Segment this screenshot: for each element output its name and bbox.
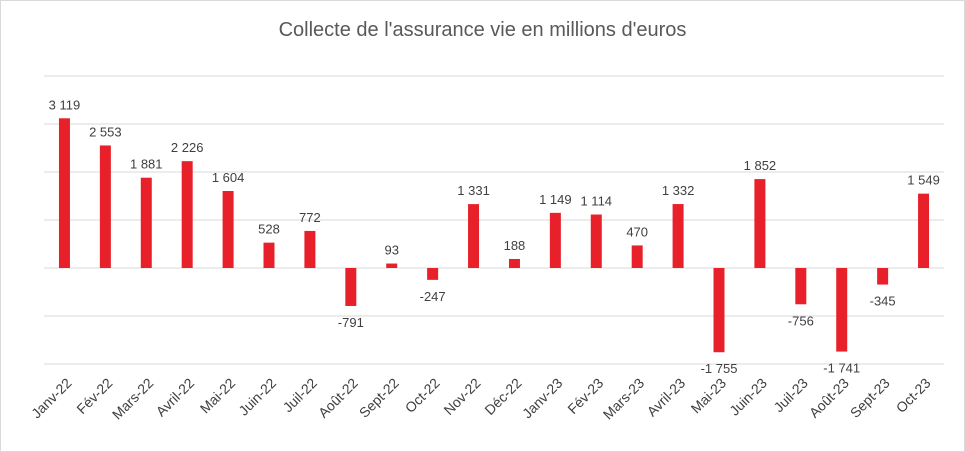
bar — [386, 263, 398, 268]
bar — [263, 242, 275, 268]
data-label: -345 — [870, 294, 896, 309]
bar — [877, 268, 889, 285]
bar — [99, 145, 111, 268]
data-label: 3 119 — [49, 97, 81, 112]
x-tick-label: Janv-22 — [28, 375, 75, 422]
data-label: 1 114 — [580, 194, 612, 209]
data-label: 1 604 — [212, 170, 245, 185]
x-tick-label: Sept-22 — [356, 375, 402, 421]
bar — [795, 268, 807, 305]
x-tick-label: Oct-22 — [402, 375, 443, 416]
bar — [508, 258, 520, 268]
x-tick-label: Mars-22 — [109, 375, 157, 423]
data-label: 1 149 — [539, 192, 572, 207]
data-label: 93 — [384, 243, 398, 258]
data-label: -756 — [788, 313, 814, 328]
bar — [427, 268, 439, 280]
x-tick-label: Août-22 — [315, 375, 361, 421]
x-tick-label: Oct-23 — [893, 375, 934, 416]
bar — [631, 245, 643, 268]
data-label: 2 553 — [89, 124, 122, 139]
data-label: -791 — [338, 315, 364, 330]
data-label: -1 755 — [701, 361, 738, 376]
data-label: 772 — [299, 210, 321, 225]
bar — [468, 204, 480, 268]
bar — [222, 191, 234, 268]
data-label: 1 549 — [907, 173, 940, 188]
bar — [58, 118, 70, 269]
data-label: 1 881 — [130, 157, 163, 172]
bar — [590, 214, 602, 268]
bar — [754, 179, 766, 268]
data-label: 2 226 — [171, 140, 204, 155]
x-tick-label: Juin-23 — [726, 375, 770, 419]
x-tick-label: Nov-22 — [440, 375, 483, 418]
bar — [181, 161, 193, 268]
x-tick-label: Sept-23 — [847, 375, 893, 421]
bar — [140, 177, 152, 268]
data-label: 470 — [626, 224, 648, 239]
data-label: 528 — [258, 222, 280, 237]
data-label: -1 741 — [823, 361, 860, 376]
bar — [918, 193, 930, 268]
x-tick-label: Avril-23 — [644, 375, 689, 420]
x-tick-label: Mars-23 — [600, 375, 648, 423]
x-tick-label: Juin-22 — [235, 375, 279, 419]
x-tick-label: Janv-23 — [519, 375, 566, 422]
chart-title: Collecte de l'assurance vie en millions … — [278, 19, 687, 41]
data-label: -247 — [420, 289, 446, 304]
x-tick-label: Mai-22 — [197, 375, 239, 417]
x-tick-label: Août-23 — [806, 375, 852, 421]
bar — [345, 268, 357, 306]
data-label: 1 332 — [662, 183, 695, 198]
x-tick-label: Avril-22 — [153, 375, 198, 420]
bar — [304, 230, 316, 268]
data-label: 188 — [504, 238, 526, 253]
bar — [549, 212, 561, 268]
bar — [713, 268, 725, 353]
data-label: 1 331 — [457, 183, 490, 198]
bar — [836, 268, 848, 352]
x-tick-label: Déc-22 — [481, 375, 524, 418]
bar — [672, 204, 684, 268]
x-tick-label: Mai-23 — [688, 375, 730, 417]
data-label: 1 852 — [744, 158, 777, 173]
